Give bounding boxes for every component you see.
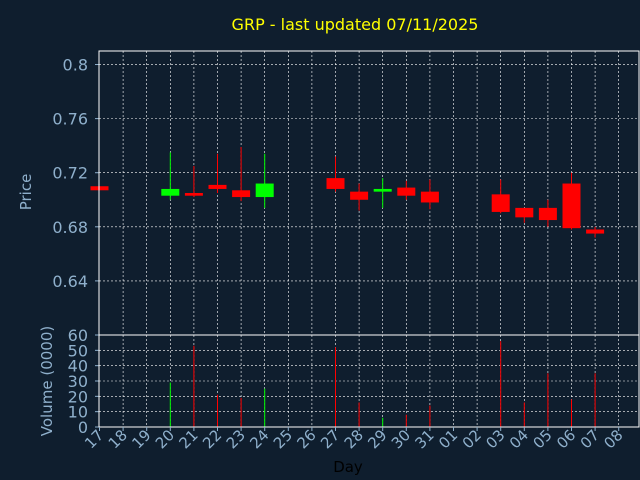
price-tick-label: 0.64	[52, 272, 88, 291]
volume-tick-label: 20	[68, 387, 88, 406]
chart-title: GRP - last updated 07/11/2025	[232, 15, 479, 34]
candle-body	[586, 229, 605, 234]
candle-body	[397, 187, 416, 196]
volume-tick-label: 40	[68, 357, 88, 376]
volume-tick-label: 30	[68, 372, 88, 391]
price-axis-label: Price	[17, 174, 35, 211]
candle-body	[350, 191, 369, 200]
candle-body	[562, 183, 581, 229]
volume-tick-label: 60	[68, 326, 88, 345]
candle-body	[491, 194, 510, 212]
x-axis-label: Day	[333, 458, 363, 476]
candle-body	[184, 193, 203, 196]
candle-body	[208, 184, 227, 189]
candle-body	[326, 178, 345, 189]
volume-tick-label: 50	[68, 341, 88, 360]
price-panel: 0.8 0.76 0.72 0.68 0.64	[52, 50, 640, 336]
price-tick-label: 0.72	[52, 164, 88, 183]
candle-body	[373, 188, 392, 192]
volume-panel-frame	[98, 334, 640, 428]
volume-tick-label: 0	[78, 418, 88, 437]
candle-body	[232, 190, 251, 198]
price-tick-label: 0.76	[52, 110, 88, 129]
price-tick-label: 0.8	[63, 56, 88, 75]
candle-body	[161, 188, 180, 196]
price-tick-label: 0.68	[52, 218, 88, 237]
candle-body	[255, 183, 274, 198]
volume-tick-label: 10	[68, 403, 88, 422]
volume-axis-label: Volume (0000)	[38, 326, 56, 436]
x-axis: 1718192021222324252627282930310102030405…	[81, 426, 626, 452]
candle-body	[538, 207, 557, 221]
candle-body	[420, 191, 439, 203]
candle-body	[515, 207, 534, 218]
